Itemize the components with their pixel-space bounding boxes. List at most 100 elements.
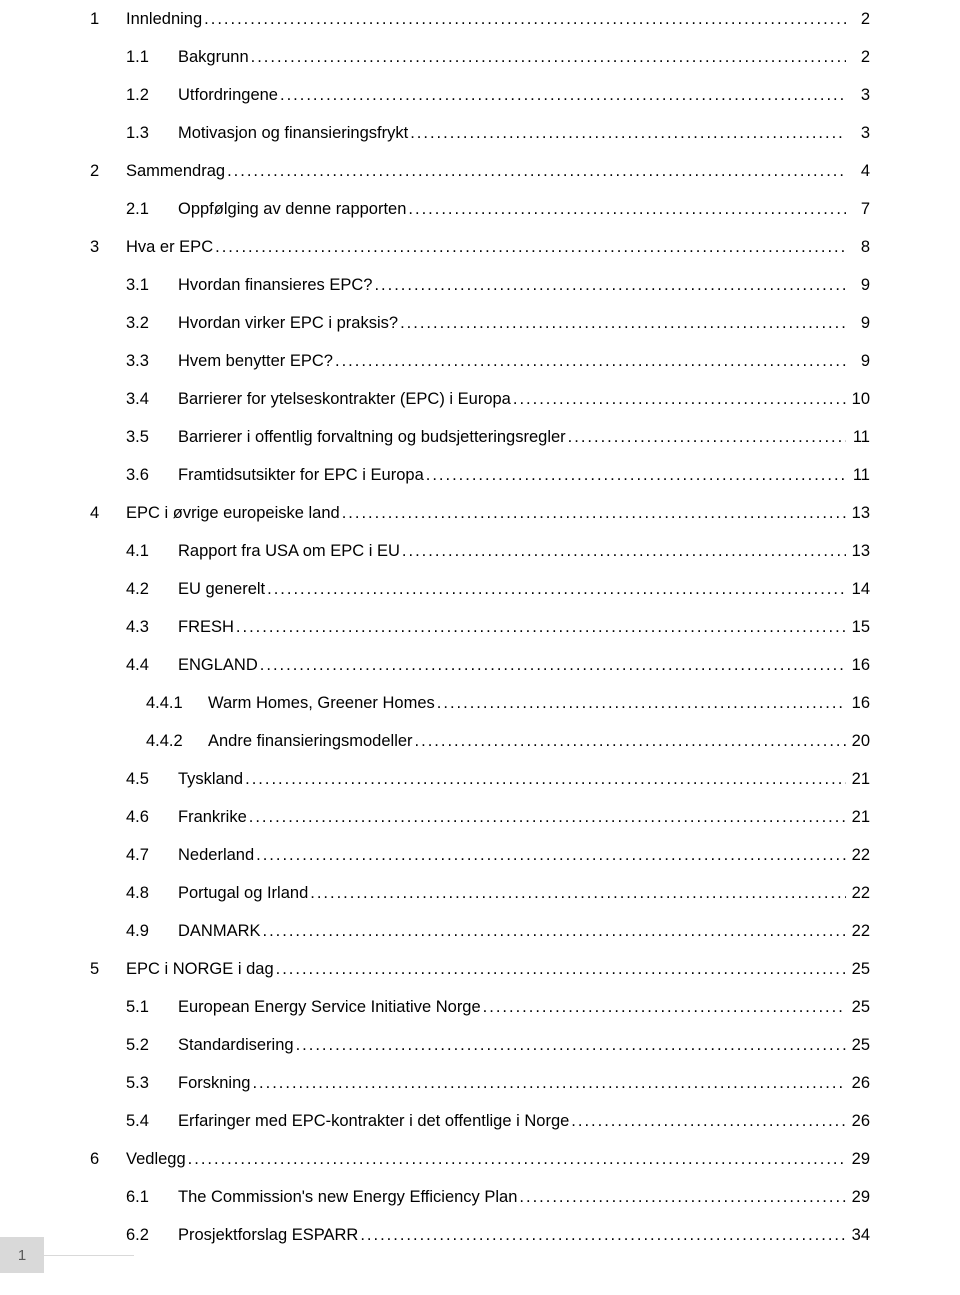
toc-entry-title: EPC i øvrige europeiske land (126, 504, 340, 523)
toc-entry-page: 22 (846, 846, 870, 865)
toc-entry-page: 9 (846, 276, 870, 295)
toc-entry-page: 2 (846, 48, 870, 67)
toc-page: 1Innledning21.1Bakgrunn21.2Utfordringene… (0, 0, 960, 1245)
toc-entry-title: Oppfølging av denne rapporten (178, 200, 406, 219)
toc-entry-title: Barrierer i offentlig forvaltning og bud… (178, 428, 566, 447)
toc-entry-page: 25 (846, 1036, 870, 1055)
toc-entry: 4.6Frankrike21 (90, 808, 870, 827)
toc-entry-number: 6 (90, 1150, 126, 1169)
toc-entry-title: Portugal og Irland (178, 884, 308, 903)
toc-entry-title: Warm Homes, Greener Homes (208, 694, 435, 713)
toc-entry-number: 5.3 (126, 1074, 178, 1093)
toc-entry-title: Erfaringer med EPC-kontrakter i det offe… (178, 1112, 569, 1131)
toc-leader-dots (481, 998, 846, 1017)
toc-entry-page: 16 (846, 656, 870, 675)
toc-leader-dots (372, 276, 846, 295)
toc-entry-page: 22 (846, 922, 870, 941)
toc-entry-page: 16 (846, 694, 870, 713)
toc-entry-number: 3.4 (126, 390, 178, 409)
toc-entry: 4.9DANMARK22 (90, 922, 870, 941)
toc-entry-number: 5.2 (126, 1036, 178, 1055)
footer-divider (44, 1255, 134, 1256)
toc-leader-dots (213, 238, 846, 257)
toc-leader-dots (408, 124, 846, 143)
toc-entry: 5EPC i NORGE i dag25 (90, 960, 870, 979)
toc-leader-dots (294, 1036, 846, 1055)
toc-entry-title: Hvordan virker EPC i praksis? (178, 314, 398, 333)
toc-entry: 3.5Barrierer i offentlig forvaltning og … (90, 428, 870, 447)
toc-leader-dots (424, 466, 846, 485)
toc-leader-dots (413, 732, 846, 751)
page-number: 1 (18, 1247, 26, 1264)
toc-entry: 3.4Barrierer for ytelseskontrakter (EPC)… (90, 390, 870, 409)
toc-entry-title: Tyskland (178, 770, 243, 789)
toc-entry: 5.4Erfaringer med EPC-kontrakter i det o… (90, 1112, 870, 1131)
toc-entry-number: 4.2 (126, 580, 178, 599)
toc-entry-page: 8 (846, 238, 870, 257)
toc-entry-page: 3 (846, 86, 870, 105)
toc-entry-number: 4.7 (126, 846, 178, 865)
toc-entry-title: FRESH (178, 618, 234, 637)
toc-entry-page: 11 (846, 466, 870, 485)
toc-entry: 1.1Bakgrunn 2 (90, 48, 870, 67)
toc-entry-number: 4.1 (126, 542, 178, 561)
toc-leader-dots (400, 542, 846, 561)
toc-entry-number: 4.4.2 (146, 732, 208, 751)
toc-entry-number: 3.2 (126, 314, 178, 333)
toc-entry-page: 21 (846, 770, 870, 789)
toc-entry-title: Motivasjon og finansieringsfrykt (178, 124, 408, 143)
toc-entry: 4.5Tyskland21 (90, 770, 870, 789)
toc-entry-number: 4.4 (126, 656, 178, 675)
toc-entry-page: 9 (846, 352, 870, 371)
toc-leader-dots (258, 656, 846, 675)
toc-entry: 2Sammendrag 4 (90, 162, 870, 181)
toc-entry-title: Utfordringene (178, 86, 278, 105)
toc-leader-dots (186, 1150, 846, 1169)
toc-entry-title: DANMARK (178, 922, 261, 941)
toc-entry: 1.2Utfordringene 3 (90, 86, 870, 105)
toc-entry-page: 29 (846, 1188, 870, 1207)
toc-entry-number: 2 (90, 162, 126, 181)
toc-leader-dots (511, 390, 846, 409)
toc-entry: 4.2EU generelt14 (90, 580, 870, 599)
toc-entry: 4.8Portugal og Irland22 (90, 884, 870, 903)
toc-leader-dots (278, 86, 846, 105)
toc-leader-dots (398, 314, 846, 333)
toc-entry-title: Innledning (126, 10, 202, 29)
toc-entry-number: 5.4 (126, 1112, 178, 1131)
toc-entry-number: 1.2 (126, 86, 178, 105)
toc-entry-page: 7 (846, 200, 870, 219)
toc-entry: 3.1Hvordan finansieres EPC? 9 (90, 276, 870, 295)
toc-entry: 4.4.1Warm Homes, Greener Homes16 (90, 694, 870, 713)
toc-entry-number: 3.1 (126, 276, 178, 295)
toc-entry-number: 2.1 (126, 200, 178, 219)
toc-leader-dots (358, 1226, 846, 1245)
toc-entry: 4.4.2Andre finansieringsmodeller20 (90, 732, 870, 751)
toc-leader-dots (254, 846, 846, 865)
toc-leader-dots (308, 884, 846, 903)
toc-entry-page: 26 (846, 1112, 870, 1131)
toc-entry-number: 3 (90, 238, 126, 257)
toc-leader-dots (566, 428, 846, 447)
toc-leader-dots (243, 770, 846, 789)
toc-entry-number: 3.3 (126, 352, 178, 371)
toc-entry-number: 4.3 (126, 618, 178, 637)
toc-entry-page: 4 (846, 162, 870, 181)
toc-entry-title: Frankrike (178, 808, 247, 827)
toc-entry-title: Bakgrunn (178, 48, 249, 67)
toc-entry-title: Hva er EPC (126, 238, 213, 257)
toc-entry: 3.6Framtidsutsikter for EPC i Europa11 (90, 466, 870, 485)
toc-leader-dots (249, 48, 846, 67)
toc-entry-title: Hvordan finansieres EPC? (178, 276, 372, 295)
toc-entry-title: The Commission's new Energy Efficiency P… (178, 1188, 517, 1207)
toc-entry-number: 1.1 (126, 48, 178, 67)
toc-entry: 2.1Oppfølging av denne rapporten 7 (90, 200, 870, 219)
page-number-box: 1 (0, 1237, 44, 1273)
toc-entry-title: Sammendrag (126, 162, 225, 181)
toc-entry-title: ENGLAND (178, 656, 258, 675)
toc-entry-title: EU generelt (178, 580, 265, 599)
toc-entry-page: 34 (846, 1226, 870, 1245)
toc-entry-number: 4.6 (126, 808, 178, 827)
toc-entry-title: Standardisering (178, 1036, 294, 1055)
toc-entry-page: 15 (846, 618, 870, 637)
